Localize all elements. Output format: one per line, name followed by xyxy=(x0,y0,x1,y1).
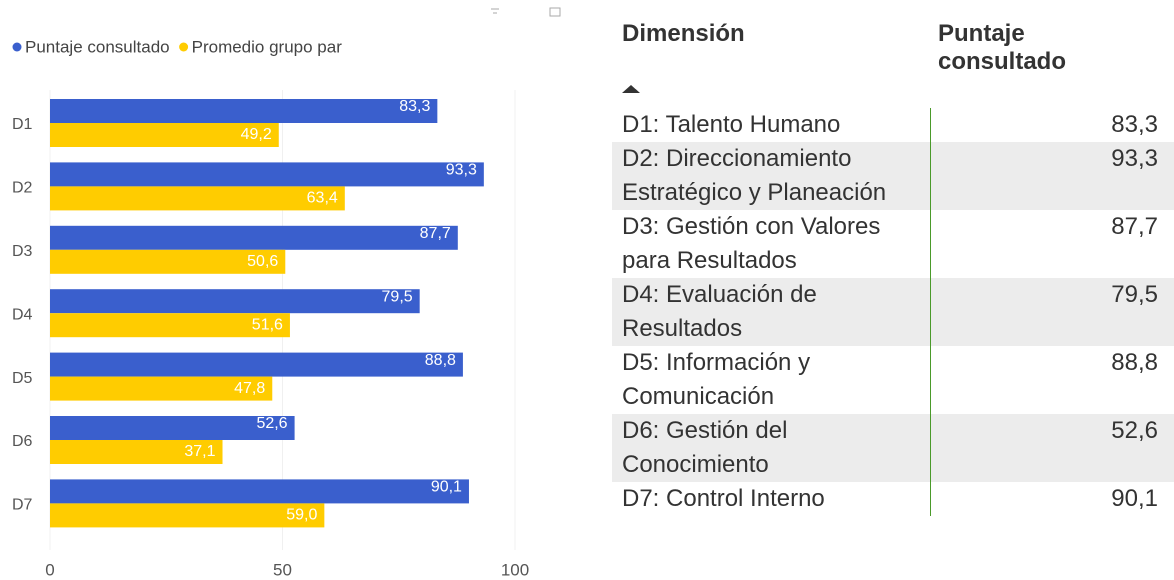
value-label: 88,8 xyxy=(425,352,456,369)
table-row: D3: Gestión con Valores para Resultados 8… xyxy=(612,210,1174,278)
table-row: D7: Control Interno 90,1 xyxy=(612,482,1174,516)
value-label: 59,0 xyxy=(286,507,317,524)
bar xyxy=(50,503,325,528)
header-cell[interactable]: Puntaje consultado xyxy=(938,20,1067,75)
value-label: 79,5 xyxy=(382,288,413,305)
x-tick-label: 100 xyxy=(501,560,529,579)
cell: D2: Direccionamiento Estratégico y Plane… xyxy=(612,142,930,210)
score-cell: 88,8 xyxy=(930,346,1164,414)
score-cell: 90,1 xyxy=(930,482,1164,516)
value-label: 83,3 xyxy=(399,98,430,115)
cell: D1: Talento Humano xyxy=(612,108,930,142)
cell: D6: Gestión del Conocimiento xyxy=(612,414,930,482)
bar xyxy=(50,352,463,377)
y-tick-label: D5 xyxy=(12,370,33,387)
legend-label: Promedio grupo par xyxy=(192,37,343,56)
y-tick-label: D1 xyxy=(12,116,33,133)
toolbar-icons xyxy=(491,7,561,17)
cell: D3: Gestión con Valores para Resultados xyxy=(612,210,930,278)
table-row: D1: Talento Humano 83,3 xyxy=(612,108,1174,142)
score-cell: 87,7 xyxy=(930,210,1164,278)
bar xyxy=(50,313,290,338)
score-cell: 83,3 xyxy=(930,108,1164,142)
bar xyxy=(50,416,295,440)
bar xyxy=(50,376,273,401)
bar xyxy=(50,123,279,147)
bar xyxy=(50,225,458,250)
cell: D7: Control Interno xyxy=(612,482,930,516)
bar xyxy=(50,249,286,274)
x-tick-label: 50 xyxy=(273,560,292,579)
value-label: 37,1 xyxy=(184,443,215,460)
bar xyxy=(50,162,484,187)
y-tick-label: D2 xyxy=(12,180,33,197)
value-label: 93,3 xyxy=(446,162,477,179)
cell: D5: Información y Comunicación xyxy=(612,346,930,414)
bar xyxy=(50,289,420,314)
y-tick-label: D7 xyxy=(12,497,33,514)
dimension-text: D2: Direccionamiento Estratégico y Plane… xyxy=(622,145,887,206)
table-row: D5: Información y Comunicación 88,8 xyxy=(612,346,1174,414)
y-tick-label: D4 xyxy=(12,306,33,323)
sort-arrow[interactable] xyxy=(622,84,642,94)
bar xyxy=(50,479,469,504)
dimension-text: D4: Evaluación de Resultados xyxy=(622,281,817,342)
table: Dimensión Puntaje consultado D1: Talento… xyxy=(612,0,1174,516)
y-tick-label: D6 xyxy=(12,433,33,450)
dimension-text: D7: Control Interno xyxy=(622,485,825,512)
score-cell: 93,3 xyxy=(930,142,1164,210)
bar xyxy=(50,99,438,123)
table-body: D1: Talento Humano 83,3 D2: Direccionamien… xyxy=(612,108,1174,516)
score-cell: 79,5 xyxy=(930,278,1164,346)
chart: Puntaje consultado Promedio grupo par 0 50 1… xyxy=(12,7,561,579)
value-label: 50,6 xyxy=(247,253,278,270)
legend-dot xyxy=(179,42,189,52)
legend-label: Puntaje consultado xyxy=(25,37,170,56)
table-header: Dimensión Puntaje consultado xyxy=(612,0,1174,108)
dimension-text: D6: Gestión del Conocimiento xyxy=(622,417,788,478)
legend-dot xyxy=(12,42,22,52)
table-row: D2: Direccionamiento Estratégico y Plane… xyxy=(612,142,1174,210)
x-tick-label: 0 xyxy=(45,560,54,579)
header-cell[interactable]: Dimensión xyxy=(622,20,745,47)
value-label: 47,8 xyxy=(234,380,265,397)
bar xyxy=(50,440,223,464)
value-label: 87,7 xyxy=(420,225,451,242)
table-row: D6: Gestión del Conocimiento 52,6 xyxy=(612,414,1174,482)
value-label: 49,2 xyxy=(241,126,272,143)
dimension-text: D5: Información y Comunicación xyxy=(622,349,811,410)
y-tick-label: D3 xyxy=(12,243,33,260)
bar xyxy=(50,186,345,211)
value-label: 90,1 xyxy=(431,479,462,496)
cell: D4: Evaluación de Resultados xyxy=(612,278,930,346)
value-label: 63,4 xyxy=(307,190,338,207)
dimension-text: D3: Gestión con Valores para Resultados xyxy=(622,213,881,274)
value-label: 52,6 xyxy=(256,415,287,432)
score-cell: 52,6 xyxy=(930,414,1164,482)
value-label: 51,6 xyxy=(252,316,283,333)
dimension-text: D1: Talento Humano xyxy=(622,111,841,138)
table-row: D4: Evaluación de Resultados 79,5 xyxy=(612,278,1174,346)
